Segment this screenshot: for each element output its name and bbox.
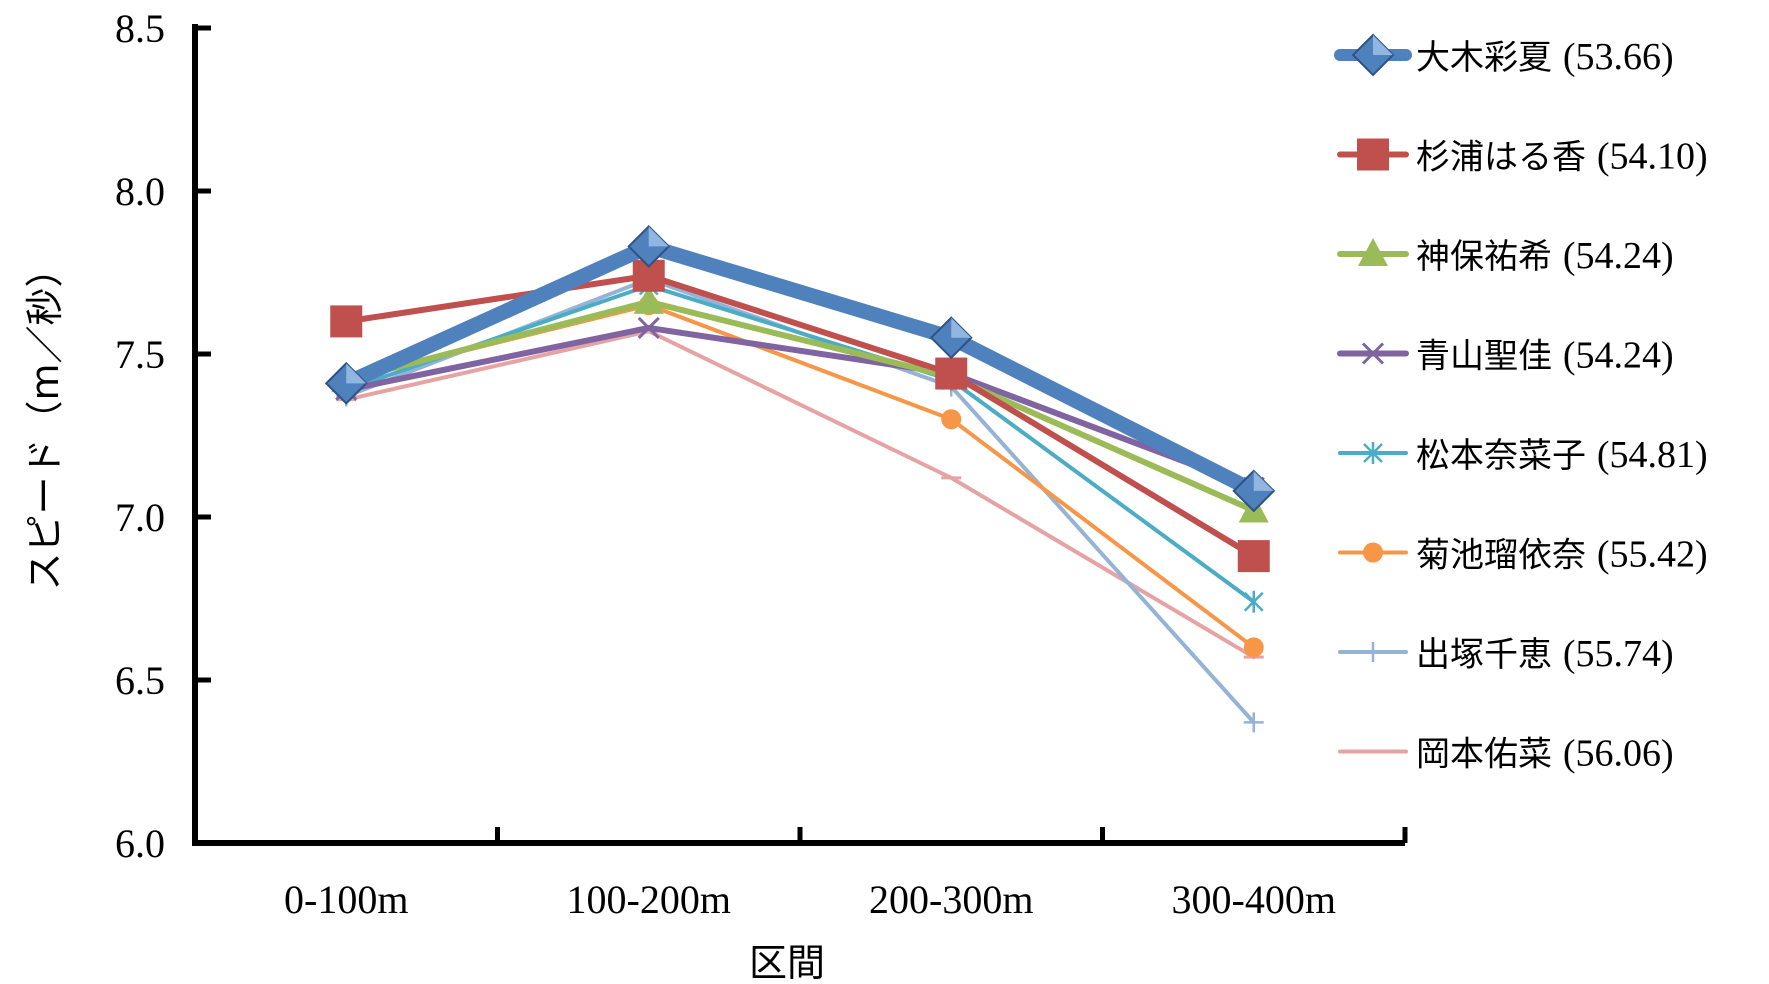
series-group [324,225,1276,733]
legend-item-4: 青山聖佳 (54.24) [1337,335,1674,377]
legend-series-name: 出塚千恵 [1416,635,1563,675]
legend: 大木彩夏 (53.66)杉浦はる香 (54.10)神保祐希 (54.24)青山聖… [1334,33,1708,775]
legend-item-8: 岡本佑菜 (56.06) [1338,733,1674,775]
legend-item-5: 松本奈菜子 (54.81) [1338,434,1708,476]
data-point-highlight [951,317,972,338]
axes: 6.0 6.5 7.0 7.5 8.0 8.5 0-100m 100-200m 200-300m… [115,6,1408,922]
legend-item-3: 神保祐希 (54.24) [1337,235,1674,277]
legend-label: 神保祐希 (54.24) [1416,235,1674,277]
series-line [344,329,1256,660]
legend-marker [1363,442,1383,464]
y-tick-label: 6.0 [115,821,165,866]
series-line [343,298,1257,514]
series-line [343,272,1257,560]
series-8 [336,329,1264,660]
legend-marker [1363,642,1383,662]
data-point-highlight [346,363,367,384]
data-point [1243,712,1264,733]
x-tick-label: 300-400m [1172,877,1336,922]
legend-series-time: (54.10) [1597,136,1708,178]
legend-series-name: 菊池瑠依奈 [1416,536,1597,576]
data-point [1243,590,1264,613]
y-tick-label: 7.5 [115,332,165,377]
legend-marker [1358,238,1388,266]
legend-label: 青山聖佳 (54.24) [1416,335,1674,377]
y-tick-label: 8.0 [115,169,165,214]
x-tick-label: 100-200m [567,877,731,922]
legend-series-time: (55.42) [1597,534,1708,576]
legend-series-time: (56.06) [1563,733,1674,775]
data-point [633,285,664,314]
series-line [343,324,1257,491]
data-point-stroke [637,316,660,339]
legend-item-6: 菊池瑠依奈 (55.42) [1338,534,1708,576]
data-point-highlight [648,226,669,247]
x-tick-label: 200-300m [869,877,1033,922]
data-point [1243,637,1264,658]
legend-series-time: (53.66) [1563,36,1674,78]
data-point-highlight [1253,470,1274,491]
series-line [338,238,1262,499]
data-point [941,409,962,430]
legend-series-time: (54.24) [1563,335,1674,377]
data-point [637,316,660,339]
legend-series-name: 松本奈菜子 [1416,436,1597,476]
y-tick-label: 8.5 [115,6,165,51]
y-axis-title: スピード（m／秒） [23,249,67,590]
legend-marker [1357,138,1389,171]
x-tick-label: 0-100m [284,877,408,922]
legend-series-time: (54.24) [1563,235,1674,277]
legend-label: 岡本佑菜 (56.06) [1416,733,1674,775]
legend-series-time: (54.81) [1597,434,1708,476]
legend-item-1: 大木彩夏 (53.66) [1334,33,1674,78]
legend-label: 大木彩夏 (53.66) [1416,36,1674,78]
data-point [330,305,363,338]
legend-marker-highlight [1373,35,1393,55]
data-point [935,357,968,390]
x-axis-title: 区間 [749,941,825,984]
series-line [344,283,1256,604]
y-tick-label: 7.0 [115,495,165,540]
data-point [1237,540,1270,573]
legend-item-7: 出塚千恵 (55.74) [1338,633,1674,675]
legend-series-name: 神保祐希 [1416,237,1563,277]
legend-label: 出塚千恵 (55.74) [1416,633,1674,675]
legend-series-time: (55.74) [1563,633,1674,675]
legend-series-name: 杉浦はる香 [1416,138,1597,178]
y-tick-label: 6.5 [115,658,165,703]
legend-series-name: 青山聖佳 [1416,337,1563,377]
legend-series-name: 岡本佑菜 [1416,735,1563,775]
legend-label: 菊池瑠依奈 (55.42) [1416,534,1708,576]
legend-item-2: 杉浦はる香 (54.10) [1337,136,1708,178]
series-2 [330,259,1270,573]
legend-marker [1361,342,1385,365]
legend-label: 松本奈菜子 (54.81) [1416,434,1708,476]
series-1 [324,225,1276,513]
legend-label: 杉浦はる香 (54.10) [1416,136,1708,178]
legend-marker [1363,542,1383,563]
legend-marker-stroke [1361,342,1385,365]
legend-series-name: 大木彩夏 [1416,38,1563,78]
